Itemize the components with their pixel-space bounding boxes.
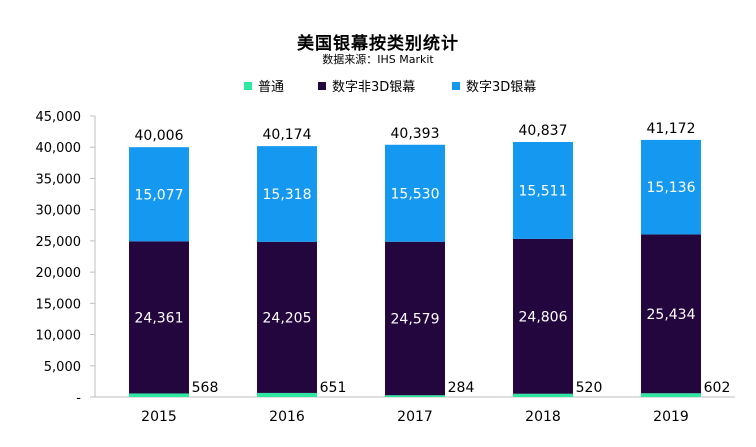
y-tick-label: 25,000 — [36, 235, 82, 250]
legend-item-digital-3d: 数字3D银幕 — [452, 76, 536, 95]
y-tick-label: 40,000 — [36, 141, 82, 156]
bar-segment — [641, 139, 701, 235]
bar-segment — [513, 238, 573, 394]
total-label: 40,837 — [519, 123, 568, 139]
data-label: 24,205 — [263, 310, 312, 326]
x-tick-label: 2019 — [653, 409, 689, 425]
x-tick-label: 2015 — [141, 409, 177, 425]
x-tick-label: 2016 — [269, 409, 305, 425]
bar-segment — [257, 241, 317, 393]
x-tick-label: 2017 — [397, 409, 433, 425]
total-label: 40,393 — [391, 126, 440, 142]
data-label: 651 — [320, 380, 347, 396]
y-tick-label: 30,000 — [36, 204, 82, 219]
y-tick-label: 10,000 — [36, 329, 82, 344]
bar-segment — [513, 141, 573, 239]
chart-subtitle: 数据来源：IHS Markit — [322, 53, 434, 66]
bar-segment — [641, 393, 701, 397]
y-tick-label: 20,000 — [36, 266, 82, 281]
total-label: 40,174 — [263, 127, 312, 143]
total-label: 40,006 — [135, 128, 184, 144]
legend-label-digital-3d: 数字3D银幕 — [466, 80, 537, 95]
chart-title: 美国银幕按类别统计 — [297, 34, 459, 54]
y-tick-label: 15,000 — [36, 297, 82, 312]
data-label: 15,318 — [263, 187, 312, 203]
data-label: 24,579 — [391, 311, 440, 327]
bar-segment — [257, 146, 317, 242]
data-label: 25,434 — [647, 307, 696, 323]
y-tick-label: 45,000 — [36, 110, 82, 125]
bar-segment — [385, 395, 445, 397]
data-label: 520 — [576, 380, 603, 396]
legend-item-regular: 普通 — [244, 76, 284, 95]
bar-segment — [513, 393, 573, 397]
legend-swatch-digital-3d — [452, 81, 460, 90]
data-label: 15,136 — [647, 180, 696, 196]
data-label: 284 — [448, 380, 475, 396]
x-tick-label: 2018 — [525, 409, 561, 425]
legend-swatch-regular — [244, 81, 252, 90]
bar-segment — [129, 393, 189, 397]
data-label: 15,530 — [391, 186, 440, 202]
legend-swatch-digital-non-3d — [318, 81, 326, 90]
bar-segment — [129, 147, 189, 242]
bar-segment — [385, 144, 445, 242]
data-label: 568 — [192, 380, 219, 396]
bar-segment — [641, 234, 701, 394]
legend-label-digital-non-3d: 数字非3D银幕 — [332, 80, 416, 95]
data-label: 15,077 — [135, 187, 184, 203]
y-tick-label: 35,000 — [36, 172, 82, 187]
bar-segment — [385, 241, 445, 396]
legend-item-digital-non-3d: 数字非3D银幕 — [318, 76, 415, 95]
total-label: 41,172 — [647, 121, 696, 137]
y-tick-label: - — [76, 391, 81, 406]
data-label: 15,511 — [519, 183, 568, 199]
data-label: 602 — [704, 380, 731, 396]
bar-segment — [129, 241, 189, 394]
y-tick-label: 5,000 — [44, 360, 81, 375]
legend: 普通 数字非3D银幕 数字3D银幕 — [0, 76, 756, 96]
bar-segment — [257, 392, 317, 397]
data-label: 24,806 — [519, 309, 568, 325]
legend-label-regular: 普通 — [258, 80, 285, 95]
data-label: 24,361 — [135, 310, 184, 326]
